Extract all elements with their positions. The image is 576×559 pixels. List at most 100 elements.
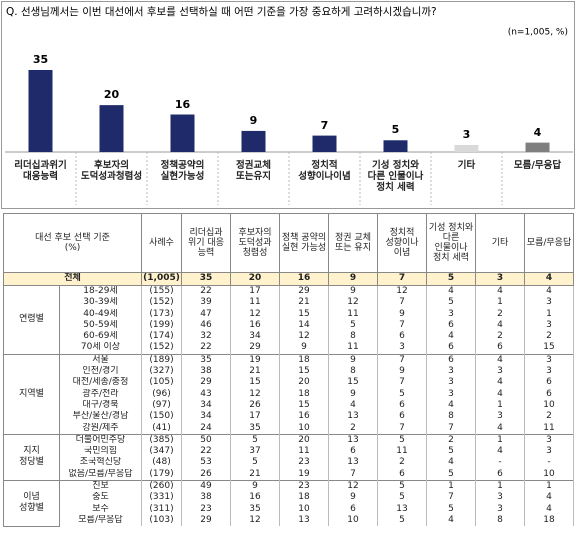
cell: 15 xyxy=(279,308,330,320)
cell: 7 xyxy=(377,353,428,367)
value-label: 35 xyxy=(32,53,49,66)
cell: 3 xyxy=(426,366,477,378)
category-label: 정치적 성향이나이념 xyxy=(298,160,351,182)
cell: 35 xyxy=(181,353,232,367)
cell: 13 xyxy=(279,514,330,527)
cell: 2 xyxy=(328,422,379,435)
header-cell: 정치적 성향이나 이념 xyxy=(377,213,428,273)
cell: 35 xyxy=(230,422,281,435)
cell: 인천/경기 xyxy=(58,366,143,378)
cell: 모름/무응답 xyxy=(58,514,143,527)
cell: 3 xyxy=(524,366,575,378)
cell: 32 xyxy=(181,331,232,343)
data-row: 이념 성향별 진보 (260) 49 9 23 12 5 1 1 1 xyxy=(3,480,575,527)
cell: (97) xyxy=(141,399,183,412)
data-row: 광주/전라 (96) 43 12 18 9 5 3 4 6 xyxy=(4,388,575,400)
cell: 4 xyxy=(475,285,526,298)
cell: 6 xyxy=(524,388,575,400)
cell: (48) xyxy=(141,457,183,469)
cell: 8 xyxy=(328,331,379,343)
cell: 3 xyxy=(475,492,526,504)
data-row: 국민의힘 (347) 22 37 11 6 11 5 4 3 xyxy=(4,446,575,458)
cell: 4 xyxy=(475,388,526,400)
data-row: 50-59세 (199) 46 16 14 5 7 6 4 3 xyxy=(4,319,575,332)
cell: 39 xyxy=(181,297,232,309)
cell: 12 xyxy=(328,297,379,309)
cell: 3 xyxy=(377,342,428,355)
cell: 15 xyxy=(279,399,330,412)
cell: 6 xyxy=(328,446,379,458)
cell: 부산/울산/경남 xyxy=(58,411,143,423)
cell: - xyxy=(524,457,575,469)
cell: 29 xyxy=(181,377,232,389)
data-row: 70세 이상 (152) 22 29 9 11 3 6 6 15 xyxy=(4,342,575,355)
total-cell: 4 xyxy=(524,272,575,286)
cell: 3 xyxy=(426,388,477,400)
header-cell: 모름/무응답 xyxy=(524,213,575,273)
table: 대선 후보 선택 기준 (%) 사례수 리더십과 위기 대응 능력 후보자의 도덕성과… xyxy=(2,213,575,527)
cell: 1 xyxy=(475,297,526,309)
bar xyxy=(170,114,195,152)
cell: 43 xyxy=(181,388,232,400)
cell: 10 xyxy=(328,514,379,527)
cell: (347) xyxy=(141,446,183,458)
cell: 중도 xyxy=(58,492,143,504)
cell: 15 xyxy=(230,377,281,389)
cell: 4 xyxy=(426,514,477,527)
total-cell: 35 xyxy=(181,272,232,286)
group-label: 이념 성향별 xyxy=(3,480,60,527)
cell: 4 xyxy=(475,353,526,367)
cell: 12 xyxy=(230,388,281,400)
cell: 26 xyxy=(181,468,232,481)
cell: 21 xyxy=(279,297,330,309)
cell: 19 xyxy=(279,468,330,481)
cell: - xyxy=(475,457,526,469)
total-cell: (1,005) xyxy=(141,272,183,286)
cell: 9 xyxy=(328,285,379,298)
cell: 4 xyxy=(426,285,477,298)
cell: 12 xyxy=(230,514,281,527)
cell: (385) xyxy=(141,433,183,447)
cell: 7 xyxy=(377,377,428,389)
cell: 4 xyxy=(475,377,526,389)
header-cell: 기타 xyxy=(475,213,526,273)
bar xyxy=(454,144,479,152)
chart: Q. 선생님께서는 이번 대선에서 후보를 선택하실 때 어떤 기준을 가장 중… xyxy=(0,0,576,210)
cell: 9 xyxy=(328,492,379,504)
cell: 21 xyxy=(230,366,281,378)
cell: 38 xyxy=(181,366,232,378)
cell: (179) xyxy=(141,468,183,481)
cell: 5 xyxy=(377,492,428,504)
data-row: 대구/경북 (97) 34 26 15 4 6 4 1 10 xyxy=(4,399,575,412)
cell: 18 xyxy=(279,492,330,504)
cell: 3 xyxy=(524,446,575,458)
value-label: 16 xyxy=(174,97,191,111)
cell: 강원/제주 xyxy=(58,422,143,435)
cell: 11 xyxy=(279,446,330,458)
cell: 29 xyxy=(230,342,281,355)
cell: 7 xyxy=(426,492,477,504)
cell: 16 xyxy=(230,319,281,332)
cell: 22 xyxy=(181,342,232,355)
cell: (41) xyxy=(141,422,183,435)
bar xyxy=(525,142,550,152)
data-row: 강원/제주 (41) 24 35 10 2 7 7 4 11 xyxy=(4,422,575,435)
total-row: 전체 (1,005) 35 20 16 9 7 5 3 4 xyxy=(2,272,575,286)
cell: 3 xyxy=(524,433,575,447)
cell: 7 xyxy=(377,422,428,435)
cell: 11 xyxy=(328,308,379,320)
cell: 1 xyxy=(475,480,526,493)
cell: 6 xyxy=(426,342,477,355)
cell: 23 xyxy=(279,480,330,493)
cell: 22 xyxy=(181,446,232,458)
cell: 19 xyxy=(230,353,281,367)
cell: 17 xyxy=(230,285,281,298)
cell: 17 xyxy=(230,411,281,423)
cell: (189) xyxy=(141,353,183,367)
cell: 37 xyxy=(230,446,281,458)
cell: 15 xyxy=(279,366,330,378)
cell: 3 xyxy=(524,297,575,309)
data-row: 인천/경기 (327) 38 21 15 8 9 3 3 3 xyxy=(4,366,575,378)
cell: 조국혁신당 xyxy=(58,457,143,469)
